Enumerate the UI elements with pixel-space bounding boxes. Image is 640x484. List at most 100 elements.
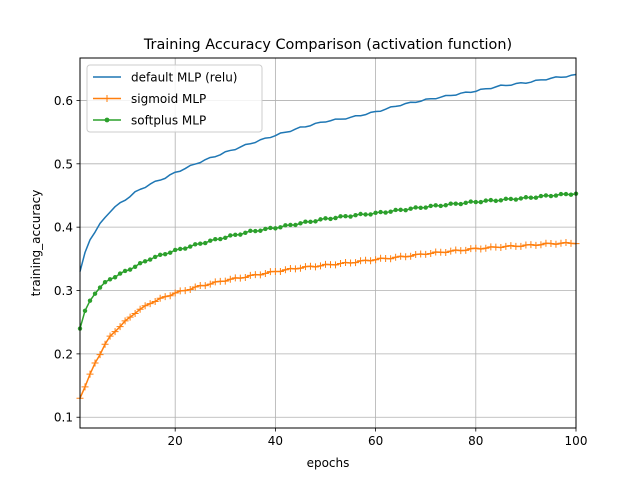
data-point: [151, 297, 159, 305]
data-point: [82, 308, 88, 313]
data-point: [186, 286, 194, 294]
data-point: [558, 191, 564, 197]
data-point: [422, 250, 430, 258]
data-point: [562, 239, 570, 247]
data-point: [453, 201, 458, 206]
data-point: [538, 193, 544, 199]
data-point: [273, 226, 278, 231]
data-point: [121, 317, 129, 325]
data-point: [472, 244, 480, 252]
data-point: [557, 239, 565, 247]
series-line: [79, 73, 577, 272]
data-point: [332, 261, 340, 269]
data-point: [156, 294, 164, 302]
data-point: [236, 274, 244, 282]
data-point: [452, 246, 460, 254]
data-point: [206, 280, 214, 288]
data-point: [543, 193, 549, 198]
data-point: [203, 240, 208, 246]
data-point: [527, 241, 535, 249]
x-axis-label: epochs: [307, 456, 350, 470]
data-point: [488, 197, 494, 203]
data-point: [393, 207, 398, 213]
data-point: [172, 247, 178, 253]
data-point: [306, 262, 314, 270]
data-point: [162, 251, 168, 257]
data-point: [241, 273, 249, 281]
data-point: [463, 200, 468, 206]
data-point: [458, 201, 463, 207]
data-point: [243, 230, 248, 235]
series-sigmoid-mlp: [76, 239, 580, 402]
data-point: [388, 209, 393, 214]
y-tick-label: 0.4: [54, 221, 73, 235]
data-point: [498, 198, 504, 203]
data-point: [408, 206, 413, 211]
data-point: [353, 212, 358, 218]
data-point: [447, 247, 455, 255]
data-point: [477, 245, 485, 253]
data-point: [342, 258, 350, 266]
data-point: [367, 257, 375, 265]
data-point: [132, 264, 138, 269]
data-point: [418, 205, 423, 210]
data-point: [303, 219, 308, 224]
data-point: [112, 275, 118, 280]
y-tick-label: 0.1: [54, 411, 73, 425]
plot-frame: [79, 57, 577, 429]
data-point: [107, 277, 113, 282]
data-point: [81, 383, 89, 391]
data-point: [193, 242, 198, 247]
legend-label: sigmoid MLP: [131, 92, 206, 106]
legend-entry: default MLP (relu): [93, 71, 237, 85]
data-point: [238, 232, 243, 237]
data-point: [323, 216, 328, 221]
data-point: [373, 210, 378, 215]
data-point: [86, 370, 94, 378]
data-point: [147, 257, 153, 262]
data-point: [276, 268, 284, 275]
data-point: [198, 241, 203, 246]
data-point: [136, 305, 144, 313]
data-point: [226, 275, 234, 283]
x-tick-label: 100: [565, 434, 588, 448]
data-point: [92, 291, 98, 296]
data-point: [181, 287, 189, 295]
data-point: [248, 228, 253, 234]
data-point: [97, 285, 103, 290]
data-point: [91, 359, 99, 367]
data-point: [478, 199, 484, 205]
data-point: [142, 259, 148, 264]
y-tick-label: 0.6: [54, 94, 73, 108]
x-tick-label: 80: [468, 434, 483, 448]
data-point: [563, 191, 569, 197]
data-point: [213, 237, 218, 242]
data-point: [528, 195, 534, 200]
data-point: [171, 289, 179, 297]
data-point: [253, 228, 258, 234]
data-point: [398, 207, 403, 213]
data-point: [493, 198, 499, 204]
data-point: [532, 241, 540, 249]
data-point: [468, 199, 473, 204]
legend-marker: [104, 117, 110, 123]
data-point: [246, 271, 254, 279]
data-point: [96, 351, 104, 359]
data-point: [462, 246, 470, 254]
legend-label: default MLP (relu): [131, 71, 237, 85]
data-point: [523, 195, 529, 200]
data-point: [438, 203, 443, 209]
series-softplus-mlp: [77, 191, 579, 331]
y-tick-label: 0.2: [54, 347, 73, 361]
data-point: [552, 240, 560, 248]
data-point: [293, 222, 298, 228]
data-point: [413, 205, 418, 210]
data-point: [178, 246, 183, 252]
data-point: [533, 195, 539, 200]
grid: [80, 58, 577, 428]
data-point: [513, 197, 519, 202]
data-point: [116, 323, 124, 331]
chart-title: Training Accuracy Comparison (activation…: [143, 37, 512, 53]
data-point: [223, 235, 228, 240]
